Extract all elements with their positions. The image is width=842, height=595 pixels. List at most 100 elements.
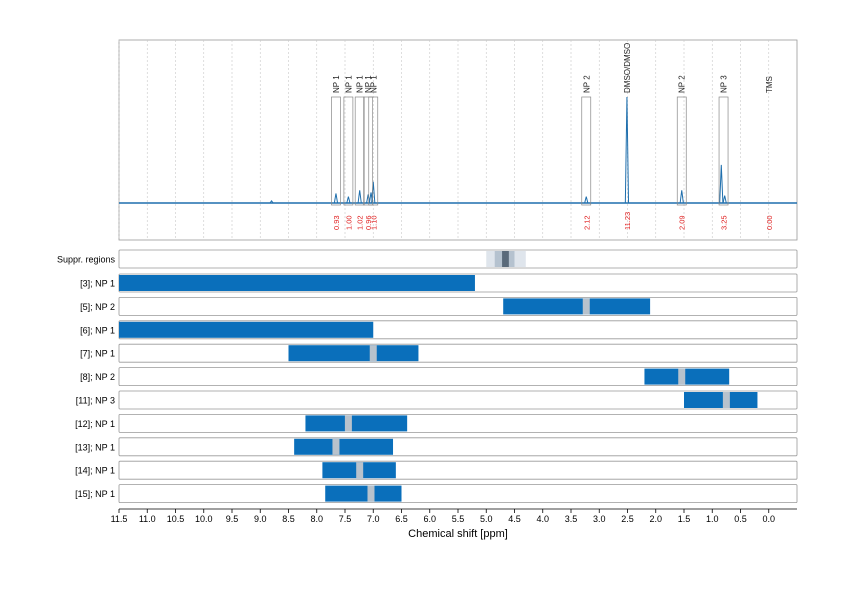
integral-label: 1.02: [356, 215, 365, 230]
x-tick-label: 11.5: [111, 514, 128, 524]
integral-label: 1.00: [344, 215, 353, 230]
x-tick-label: 3.0: [593, 514, 606, 524]
x-tick-label: 1.5: [678, 514, 691, 524]
track-label: Suppr. regions: [57, 255, 116, 265]
x-tick-label: 4.5: [508, 514, 521, 524]
peak-annotation-label: NP 2: [678, 75, 687, 93]
peak-annotation-label: NP 3: [720, 75, 729, 93]
integral-label: 2.12: [582, 215, 591, 230]
suppressed-regions-track: Suppr. regions: [57, 249, 798, 269]
peak-annotation-box: [368, 96, 379, 206]
spectrum-peak: [371, 181, 376, 204]
track-frame: [118, 413, 798, 433]
range-bar: [503, 298, 651, 315]
peak-annotation-box: [718, 96, 729, 206]
peak-annotation-label: TMS: [765, 76, 774, 93]
range-bar: [119, 321, 374, 338]
spectrum-peak: [722, 195, 727, 204]
x-tick-label: 7.0: [367, 514, 380, 524]
spectrum-peak: [357, 190, 362, 204]
track-frame: [118, 296, 798, 316]
range-peak-marker: [332, 438, 340, 455]
x-tick-label: 6.0: [423, 514, 436, 524]
peak-annotation-label: NP 1: [369, 75, 378, 93]
x-tick-label: 9.5: [226, 514, 239, 524]
range-peak-marker: [369, 345, 377, 362]
spectrum-peak: [333, 193, 339, 204]
range-peak-marker: [582, 298, 590, 315]
x-tick-label: 9.0: [254, 514, 267, 524]
range-bar: [288, 345, 419, 362]
suppressed-region-core: [502, 251, 509, 267]
track-label: [3]; NP 1: [80, 279, 115, 289]
track-frame: [118, 367, 798, 387]
peak-annotation-label: NP 1: [356, 75, 365, 93]
peak-annotation-label: NP 1: [344, 75, 353, 93]
peak-annotation-box: [676, 96, 687, 206]
range-peak-marker: [344, 415, 352, 432]
spectrum-peak: [679, 190, 684, 204]
range-bar: [305, 415, 408, 432]
x-tick-label: 2.5: [621, 514, 634, 524]
x-tick-label: 10.0: [195, 514, 213, 524]
peak-annotation-box: [331, 96, 341, 206]
x-tick-label: 1.0: [706, 514, 719, 524]
integral-label: 0.96: [364, 215, 373, 230]
track-frame: [118, 343, 798, 363]
x-tick-label: 5.5: [452, 514, 465, 524]
spectrum-peak: [366, 194, 371, 204]
range-bar: [119, 275, 475, 291]
track-label: [7]; NP 1: [80, 349, 115, 359]
track-frame: [118, 249, 798, 269]
x-tick-label: 7.5: [339, 514, 352, 524]
range-bar: [684, 392, 758, 408]
x-tick-label: 2.0: [649, 514, 662, 524]
track-frame: [118, 460, 798, 480]
spectrum-peak: [269, 200, 274, 204]
track-label: [11]; NP 3: [76, 396, 115, 406]
spectrum-peak: [719, 164, 724, 204]
integral-label: 0.93: [332, 215, 341, 230]
peak-annotation-box: [354, 96, 365, 206]
range-bar: [644, 368, 730, 385]
spectrum-peak: [584, 196, 589, 204]
x-axis: 11.5 11.0 10.5 10.0 9.5 9.0 8.5 8.0 7.5 7.0 6.5 6.0…: [111, 508, 797, 524]
range-peak-marker: [367, 485, 375, 502]
x-tick-label: 11.0: [139, 514, 156, 524]
peak-annotation-label: DMSO/DMSO: [623, 43, 632, 93]
track-label: [6]; NP 1: [80, 325, 115, 335]
range-peak-marker: [678, 368, 686, 385]
peak-annotation-label: NP 1: [332, 75, 341, 93]
spectrum-panel: NP 1 0.93 NP 1 1.00 NP 1 1.02 NP 1 0.96 NP 1 1.10…: [118, 39, 798, 241]
integral-label: 11.23: [623, 212, 632, 230]
x-tick-label: 3.5: [565, 514, 578, 524]
track-frame: [118, 437, 798, 457]
track-label: [14]; NP 1: [75, 466, 115, 476]
x-tick-label: 5.0: [480, 514, 493, 524]
peak-annotation-label: NP 2: [582, 75, 591, 93]
peak-annotation-box: [581, 96, 592, 206]
track-label: [12]; NP 1: [75, 419, 115, 429]
peak-annotation-label: NP 1: [364, 75, 373, 93]
integral-label: 3.25: [720, 215, 729, 230]
integral-label: 2.09: [678, 215, 687, 230]
x-tick-label: 0.5: [734, 514, 747, 524]
range-tracks: [3]; NP 1 [5]; NP 2 [6]; NP 1 [7]; NP 1 [8];…: [75, 273, 798, 504]
range-bar: [294, 438, 394, 455]
track-frame: [118, 484, 798, 504]
integral-label: 0.00: [765, 215, 774, 230]
x-tick-label: 0.0: [762, 514, 775, 524]
x-axis-label: Chemical shift [ppm]: [408, 528, 508, 540]
spectrum-peak: [346, 196, 351, 204]
x-tick-label: 8.0: [310, 514, 323, 524]
x-tick-label: 10.5: [167, 514, 185, 524]
spectrum-peak: [624, 96, 630, 204]
range-bar: [325, 485, 402, 502]
range-peak-marker: [722, 392, 730, 408]
peak-annotation-box: [343, 96, 354, 206]
track-frame: [118, 390, 798, 410]
track-label: [13]; NP 1: [75, 442, 115, 452]
x-tick-label: 6.5: [395, 514, 408, 524]
integral-label: 1.10: [369, 215, 378, 230]
